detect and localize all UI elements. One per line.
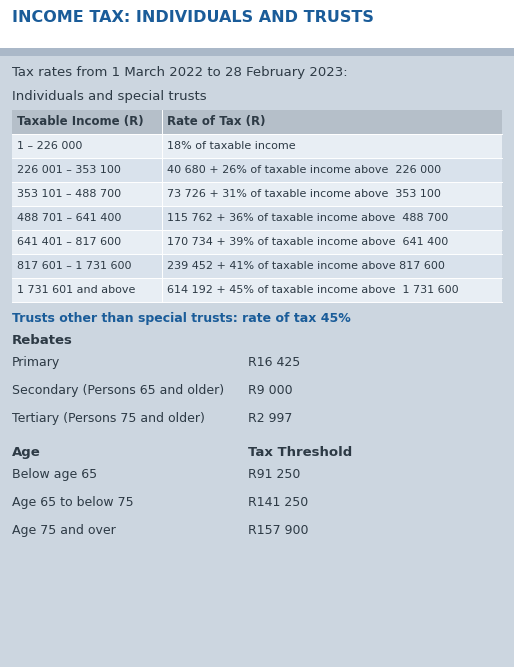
Text: R16 425: R16 425 — [248, 356, 300, 369]
Text: R9 000: R9 000 — [248, 384, 292, 397]
Text: 488 701 – 641 400: 488 701 – 641 400 — [17, 213, 121, 223]
Text: Tertiary (Persons 75 and older): Tertiary (Persons 75 and older) — [12, 412, 205, 425]
Bar — [12, 230, 502, 254]
Bar — [12, 182, 502, 206]
Text: 239 452 + 41% of taxable income above 817 600: 239 452 + 41% of taxable income above 81… — [167, 261, 445, 271]
Text: Below age 65: Below age 65 — [12, 468, 97, 481]
Text: Age 65 to below 75: Age 65 to below 75 — [12, 496, 134, 509]
Text: Individuals and special trusts: Individuals and special trusts — [12, 90, 207, 103]
Text: 1 731 601 and above: 1 731 601 and above — [17, 285, 135, 295]
Text: 353 101 – 488 700: 353 101 – 488 700 — [17, 189, 121, 199]
Text: R91 250: R91 250 — [248, 468, 300, 481]
Text: 226 001 – 353 100: 226 001 – 353 100 — [17, 165, 121, 175]
Text: R157 900: R157 900 — [248, 524, 308, 537]
Text: Taxable Income (R): Taxable Income (R) — [17, 115, 143, 129]
Text: Tax rates from 1 March 2022 to 28 February 2023:: Tax rates from 1 March 2022 to 28 Februa… — [12, 66, 347, 79]
Text: Rate of Tax (R): Rate of Tax (R) — [167, 115, 266, 129]
Bar — [12, 278, 502, 302]
Bar — [0, 48, 514, 56]
Text: Secondary (Persons 65 and older): Secondary (Persons 65 and older) — [12, 384, 224, 397]
Text: 170 734 + 39% of taxable income above  641 400: 170 734 + 39% of taxable income above 64… — [167, 237, 448, 247]
Text: 641 401 – 817 600: 641 401 – 817 600 — [17, 237, 121, 247]
Text: Age 75 and over: Age 75 and over — [12, 524, 116, 537]
Text: Age: Age — [12, 446, 41, 459]
Bar — [12, 254, 502, 278]
Text: INCOME TAX: INDIVIDUALS AND TRUSTS: INCOME TAX: INDIVIDUALS AND TRUSTS — [12, 10, 374, 25]
Bar — [12, 158, 502, 182]
Text: R141 250: R141 250 — [248, 496, 308, 509]
Text: 817 601 – 1 731 600: 817 601 – 1 731 600 — [17, 261, 132, 271]
Bar — [12, 206, 502, 230]
Bar — [12, 134, 502, 158]
Text: 40 680 + 26% of taxable income above  226 000: 40 680 + 26% of taxable income above 226… — [167, 165, 441, 175]
Text: 614 192 + 45% of taxable income above  1 731 600: 614 192 + 45% of taxable income above 1 … — [167, 285, 458, 295]
Text: R2 997: R2 997 — [248, 412, 292, 425]
Text: Trusts other than special trusts: rate of tax 45%: Trusts other than special trusts: rate o… — [12, 312, 351, 325]
Text: 1 – 226 000: 1 – 226 000 — [17, 141, 82, 151]
Text: 115 762 + 36% of taxable income above  488 700: 115 762 + 36% of taxable income above 48… — [167, 213, 448, 223]
Text: 73 726 + 31% of taxable income above  353 100: 73 726 + 31% of taxable income above 353… — [167, 189, 441, 199]
Bar — [0, 0, 514, 48]
Bar — [12, 110, 502, 134]
Text: Tax Threshold: Tax Threshold — [248, 446, 352, 459]
Text: Primary: Primary — [12, 356, 60, 369]
Text: 18% of taxable income: 18% of taxable income — [167, 141, 296, 151]
Text: Rebates: Rebates — [12, 334, 73, 347]
